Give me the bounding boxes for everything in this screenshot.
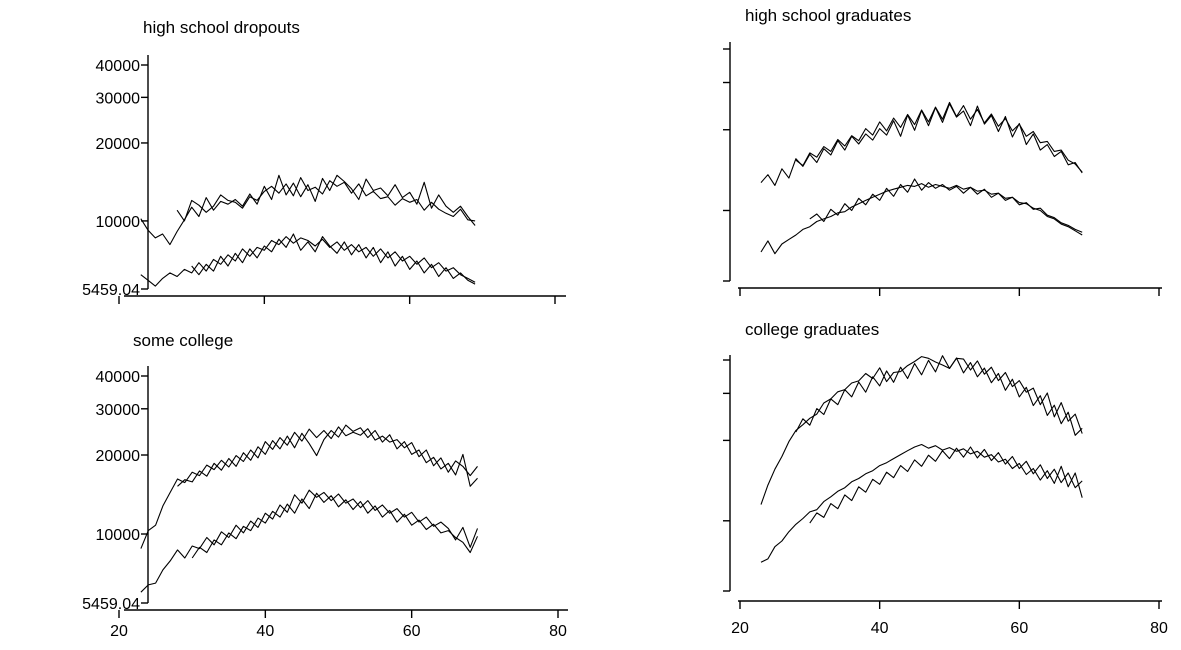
panel-some-college: some college 5459.04 10000 20000 30000 40000 2… — [82, 331, 568, 640]
series-line-2 — [795, 355, 1083, 436]
x-tick-label: 20 — [110, 623, 128, 640]
y-tick-label: 40000 — [96, 58, 141, 75]
series-line-1 — [140, 426, 478, 549]
series-line-2 — [176, 177, 476, 222]
panel-title: some college — [133, 331, 233, 350]
series-line-3 — [140, 236, 476, 287]
x-tick-label: 40 — [871, 620, 889, 637]
x-tick-label: 80 — [1150, 620, 1168, 637]
y-tick-label: 30000 — [96, 90, 141, 107]
x-tick-label: 20 — [731, 620, 749, 637]
y-tick-label: 10000 — [96, 214, 141, 231]
series-line-3 — [760, 443, 1083, 563]
panel-college-graduates: college graduates 20 40 60 80 — [723, 320, 1168, 637]
y-tick-label: 30000 — [96, 402, 141, 419]
series-line-4 — [191, 233, 476, 285]
series-line-2 — [177, 424, 478, 487]
x-tick-label: 60 — [403, 623, 421, 640]
panel-high-school-graduates: high school graduates — [723, 6, 1162, 296]
x-tick-label: 40 — [256, 623, 274, 640]
series-line-1 — [140, 174, 476, 246]
series-line-1 — [760, 356, 1083, 505]
y-tick-label: 20000 — [96, 136, 141, 153]
y-tick-label: 40000 — [96, 369, 141, 386]
series-line-4 — [191, 492, 479, 559]
y-tick-label: 10000 — [96, 527, 141, 544]
series-line-4 — [809, 178, 1083, 233]
series-line-3 — [140, 489, 479, 593]
series-line-4 — [809, 446, 1083, 524]
y-tick-label: 5459.04 — [82, 596, 140, 613]
x-tick-label: 60 — [1010, 620, 1028, 637]
panel-title: college graduates — [745, 320, 879, 339]
y-tick-label: 5459.04 — [82, 282, 140, 299]
panel-high-school-dropouts: high school dropouts 5459.04 10000 20000 300… — [82, 18, 566, 304]
x-tick-label: 80 — [549, 623, 567, 640]
series-line-1 — [760, 103, 1083, 186]
series-line-2 — [795, 101, 1083, 173]
y-tick-label: 20000 — [96, 448, 141, 465]
panel-title: high school graduates — [745, 6, 911, 25]
panel-title: high school dropouts — [143, 18, 300, 37]
series-line-3 — [760, 183, 1083, 255]
